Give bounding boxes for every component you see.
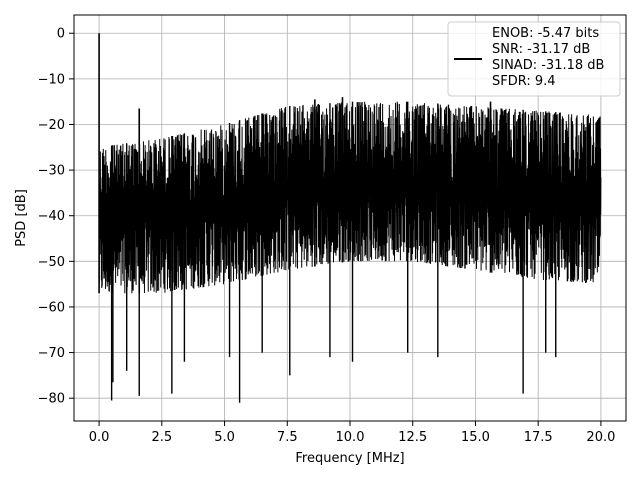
- legend: ENOB: -5.47 bits SNR: -31.17 dB SINAD: -31…: [447, 21, 621, 97]
- x-axis-label: Frequency [MHz]: [295, 451, 404, 466]
- x-tick-label: 7.5: [277, 430, 298, 445]
- x-tick-label: 0.0: [89, 430, 110, 445]
- y-tick-label: −80: [38, 392, 65, 407]
- x-tick-label: 17.5: [524, 430, 553, 445]
- y-tick-label: −10: [38, 72, 65, 87]
- x-tick-label: 12.5: [398, 430, 427, 445]
- x-tick-label: 10.0: [336, 430, 365, 445]
- legend-line: SINAD: -31.18 dB: [492, 58, 604, 73]
- y-tick-label: 0: [57, 27, 65, 42]
- data-layer: [98, 33, 602, 403]
- legend-line: SNR: -31.17 dB: [492, 42, 590, 57]
- legend-text: ENOB: -5.47 bits SNR: -31.17 dB SINAD: -31…: [492, 26, 604, 89]
- y-tick-label: −40: [38, 209, 65, 224]
- y-tick-label: −30: [38, 164, 65, 179]
- legend-line: ENOB: -5.47 bits: [492, 26, 599, 41]
- y-axis-label: PSD [dB]: [14, 189, 29, 247]
- x-tick-label: 5.0: [214, 430, 235, 445]
- psd-trace: [98, 101, 602, 294]
- y-tick-label: −60: [38, 300, 65, 315]
- legend-box: [447, 21, 621, 97]
- legend-line: SFDR: 9.4: [492, 74, 556, 89]
- y-tick-label: −20: [38, 118, 65, 133]
- x-tick-label: 2.5: [151, 430, 172, 445]
- ticks: 0.0 2.5 5.0 7.5 10.0 12.5 15.0 17.5 20.0 0 −10 −20 −…: [38, 27, 616, 445]
- x-tick-label: 20.0: [586, 430, 615, 445]
- y-tick-label: −50: [38, 255, 65, 270]
- y-tick-label: −70: [38, 346, 65, 361]
- x-tick-label: 15.0: [461, 430, 490, 445]
